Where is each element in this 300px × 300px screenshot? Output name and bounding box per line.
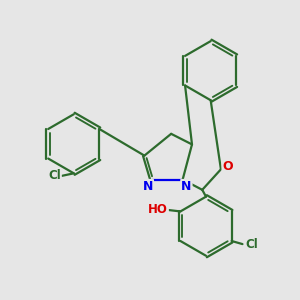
Text: O: O: [223, 160, 233, 173]
Text: N: N: [142, 180, 153, 193]
Text: Cl: Cl: [245, 238, 258, 251]
Text: HO: HO: [148, 203, 168, 216]
Text: Cl: Cl: [48, 169, 61, 182]
Text: N: N: [181, 180, 192, 193]
